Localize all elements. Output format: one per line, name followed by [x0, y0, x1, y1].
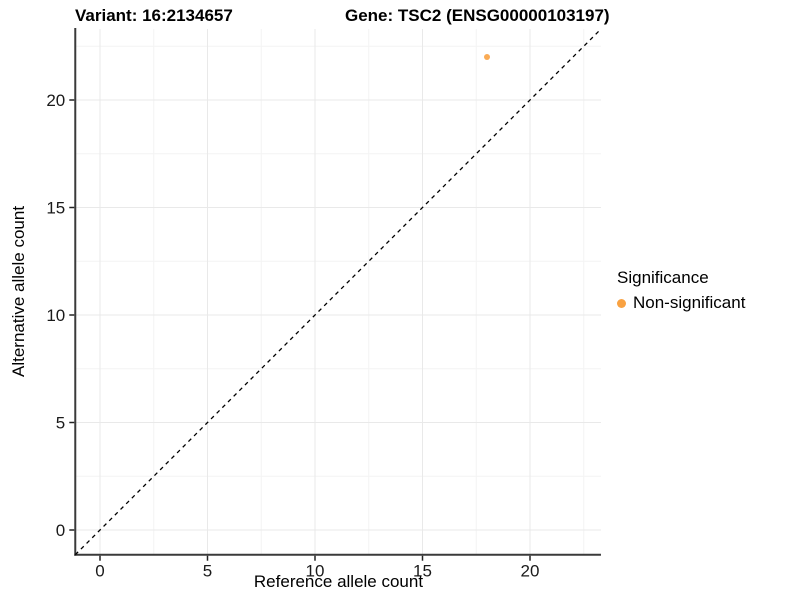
y-tick-label: 5: [56, 414, 65, 433]
legend-title: Significance: [617, 268, 709, 287]
y-tick-label: 10: [46, 306, 65, 325]
x-tick-label: 5: [203, 562, 212, 581]
x-tick-label: 10: [306, 562, 325, 581]
x-tick-label: 15: [413, 562, 432, 581]
y-tick-label: 20: [46, 91, 65, 110]
y-axis-title: Alternative allele count: [9, 205, 28, 377]
data-point: [484, 54, 490, 60]
x-tick-label: 0: [95, 562, 104, 581]
legend-item-label: Non-significant: [633, 293, 746, 312]
y-tick-label: 0: [56, 521, 65, 540]
identity-line: [74, 28, 602, 556]
x-tick-label: 20: [521, 562, 540, 581]
x-axis-title: Reference allele count: [253, 572, 424, 591]
gene-title: Gene: TSC2 (ENSG00000103197): [345, 6, 610, 25]
y-tick-label: 15: [46, 199, 65, 218]
legend-point-icon: [617, 298, 626, 308]
legend-item: Non-significant: [617, 293, 745, 313]
legend: Significance Non-significant: [617, 268, 745, 313]
variant-title: Variant: 16:2134657: [75, 6, 233, 25]
